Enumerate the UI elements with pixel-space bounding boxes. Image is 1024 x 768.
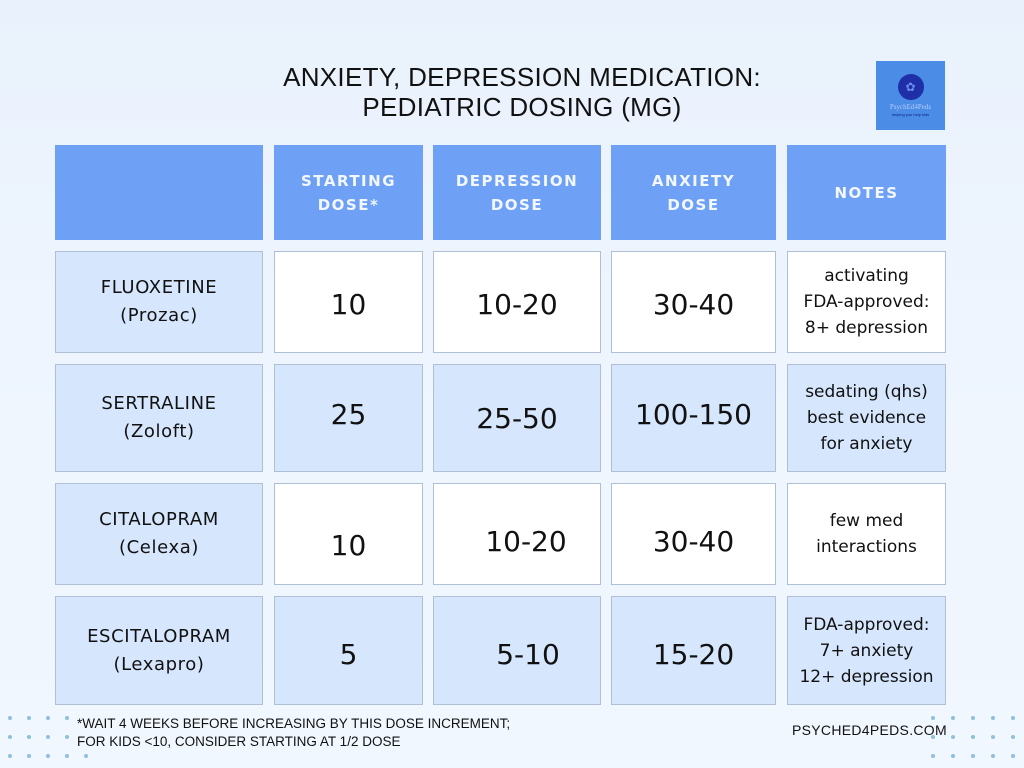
decorative-dots-left (8, 716, 103, 758)
logo-tagline: helping you help kids (891, 112, 930, 117)
header-depression-dose: DEPRESSION DOSE (433, 145, 601, 240)
drug-brand-name: (Celexa) (119, 537, 199, 558)
drug-generic-name: CITALOPRAM (99, 509, 219, 530)
drug-brand-name: (Lexapro) (113, 653, 205, 675)
note-line: interactions (816, 537, 917, 557)
note-line: 8+ depression (804, 318, 929, 338)
depression-dose-cell: 10-20 (433, 483, 601, 585)
footnote: *WAIT 4 WEEKS BEFORE INCREASING BY THIS … (77, 715, 510, 751)
note-line: best evidence (806, 408, 927, 428)
drug-name-cell: SERTRALINE (Zoloft) (55, 364, 263, 472)
footnote-line-1: *WAIT 4 WEEKS BEFORE INCREASING BY THIS … (77, 716, 511, 731)
note-line: 12+ depression (799, 666, 934, 687)
anxiety-dose-cell: 15-20 (611, 596, 776, 705)
anxiety-dose-cell: 30-40 (611, 483, 776, 585)
website-text: PSYCHED4PEDS.COM (792, 722, 947, 738)
notes-cell: activating FDA-approved: 8+ depression (787, 251, 946, 353)
drug-generic-name: FLUOXETINE (100, 277, 218, 298)
starting-dose-cell: 10 (274, 483, 423, 585)
drug-generic-name: ESCITALOPRAM (87, 625, 231, 647)
logo-brand: PsychEd4Peds (889, 103, 932, 111)
drug-generic-name: SERTRALINE (101, 393, 217, 414)
notes-cell: few med interactions (787, 483, 946, 585)
note-line: sedating (qhs) (805, 382, 928, 402)
title-line-2: PEDIATRIC DOSING (MG) (362, 92, 682, 122)
drug-name-cell: ESCITALOPRAM (Lexapro) (55, 596, 263, 705)
logo: ✿ PsychEd4Peds helping you help kids (876, 61, 945, 130)
notes-cell: sedating (qhs) best evidence for anxiety (787, 364, 946, 472)
header-label: NOTES (834, 183, 899, 202)
note-line: 7+ anxiety (819, 640, 914, 661)
anxiety-dose-cell: 100-150 (611, 364, 776, 472)
note-line: activating (824, 266, 909, 286)
starting-dose-cell: 10 (274, 251, 423, 353)
depression-dose-cell: 5-10 (433, 596, 601, 705)
page-title: ANXIETY, DEPRESSION MEDICATION: PEDIATRI… (222, 62, 822, 122)
header-label: DOSE (490, 195, 544, 214)
header-label: STARTING (300, 171, 397, 190)
header-blank (55, 145, 263, 240)
note-line: for anxiety (820, 434, 913, 454)
header-label: DEPRESSION (455, 171, 579, 190)
header-anxiety-dose: ANXIETY DOSE (611, 145, 776, 240)
drug-name-cell: CITALOPRAM (Celexa) (55, 483, 263, 585)
note-line: few med (829, 511, 904, 531)
drug-brand-name: (Prozac) (120, 305, 198, 326)
header-label: DOSE* (317, 195, 380, 214)
decorative-dots-right (931, 716, 1024, 758)
header-notes: NOTES (787, 145, 946, 240)
drug-brand-name: (Zoloft) (123, 421, 195, 442)
notes-cell: FDA-approved: 7+ anxiety 12+ depression (787, 596, 946, 705)
header-label: DOSE (667, 195, 720, 214)
title-line-1: ANXIETY, DEPRESSION MEDICATION: (283, 62, 761, 92)
depression-dose-cell: 25-50 (433, 364, 601, 472)
footnote-line-2: FOR KIDS <10, CONSIDER STARTING AT 1/2 D… (77, 734, 401, 749)
anxiety-dose-cell: 30-40 (611, 251, 776, 353)
note-line: FDA-approved: (803, 292, 930, 312)
note-line: FDA-approved: (803, 614, 930, 635)
header-label: ANXIETY (651, 171, 736, 190)
drug-name-cell: FLUOXETINE (Prozac) (55, 251, 263, 353)
header-starting-dose: STARTING DOSE* (274, 145, 423, 240)
starting-dose-cell: 5 (274, 596, 423, 705)
brain-icon: ✿ (897, 74, 924, 100)
depression-dose-cell: 10-20 (433, 251, 601, 353)
starting-dose-cell: 25 (274, 364, 423, 472)
